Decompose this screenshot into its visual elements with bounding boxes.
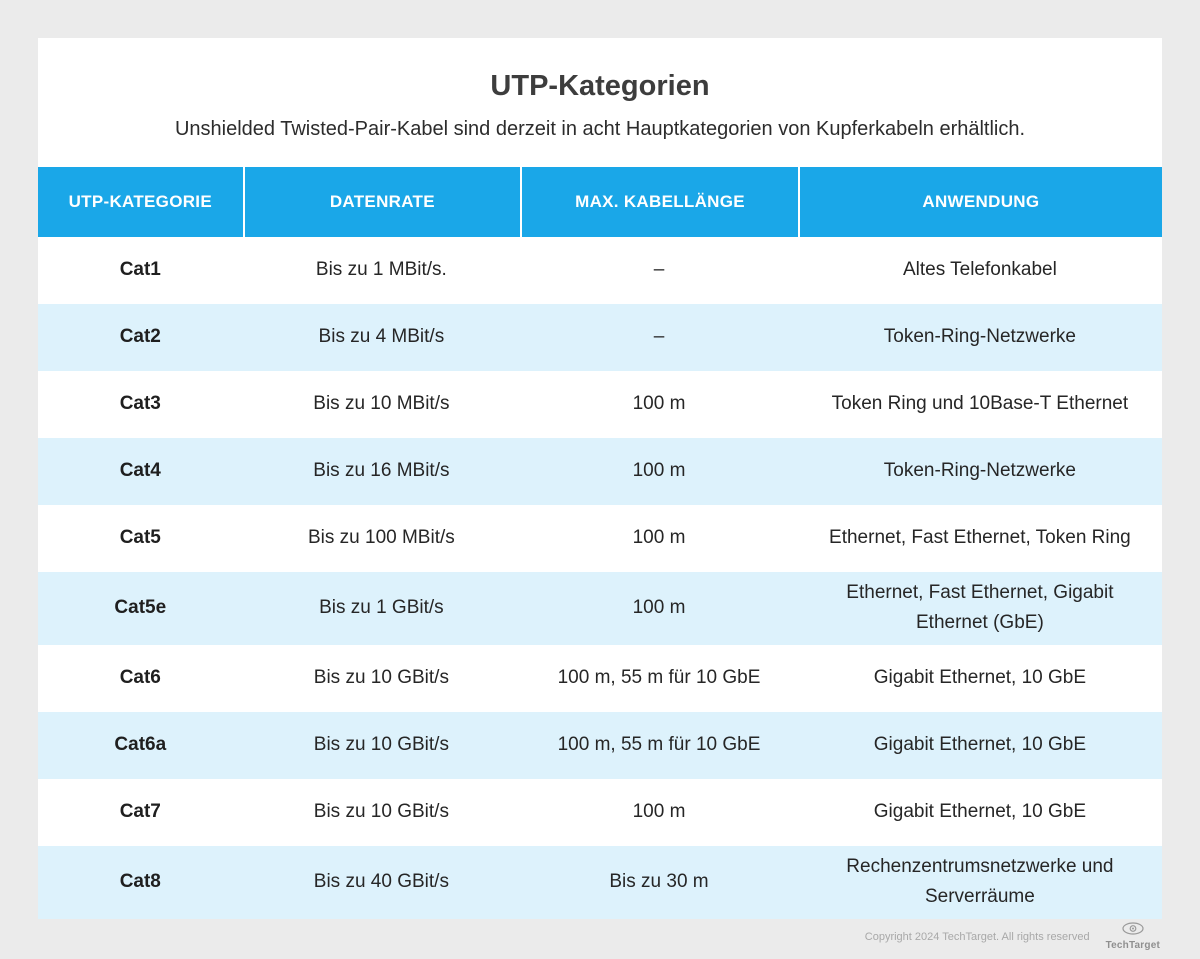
cell-category: Cat5e <box>114 597 167 619</box>
cell-kabellaenge: – <box>653 259 665 281</box>
cell-anwendung: Ethernet, Fast Ethernet, Token Ring <box>829 527 1131 549</box>
techtarget-logo: TechTarget <box>1106 922 1160 951</box>
cell-datenrate: Bis zu 1 GBit/s <box>319 597 444 619</box>
header-utp-kategorie: UTP-KATEGORIE <box>68 192 212 211</box>
cell-kabellaenge: 100 m, 55 m für 10 GbE <box>557 734 761 756</box>
cell-category: Cat2 <box>119 326 161 348</box>
header-anwendung: ANWENDUNG <box>797 167 1162 237</box>
table-row: Cat6 Bis zu 10 GBit/s 100 m, 55 m für 10… <box>38 644 1162 712</box>
table-row: Cat8 Bis zu 40 GBit/s Bis zu 30 m Rechen… <box>38 845 1162 919</box>
cell-anwendung: Token-Ring-Netzwerke <box>883 326 1076 348</box>
cell-category: Cat6a <box>114 734 167 756</box>
cell-datenrate: Bis zu 4 MBit/s <box>318 326 445 348</box>
table-header-row: UTP-KATEGORIE DATENRATE MAX. KABELLÄNGE … <box>38 167 1162 237</box>
cell-datenrate: Bis zu 16 MBit/s <box>313 460 450 482</box>
cell-anwendung: Ethernet, Fast Ethernet, Gigabit Etherne… <box>846 582 1114 634</box>
footer: Copyright 2024 TechTarget. All rights re… <box>865 922 1160 951</box>
cell-anwendung: Token Ring und 10Base-T Ethernet <box>831 393 1129 415</box>
cell-anwendung: Altes Telefonkabel <box>902 259 1057 281</box>
techtarget-logo-text: TechTarget <box>1105 940 1160 951</box>
cell-category: Cat3 <box>119 393 161 415</box>
cell-category: Cat5 <box>119 527 161 549</box>
table-row: Cat1 Bis zu 1 MBit/s. – Altes Telefonkab… <box>38 237 1162 304</box>
table-row: Cat5e Bis zu 1 GBit/s 100 m Ethernet, Fa… <box>38 572 1162 645</box>
cell-kabellaenge: 100 m, 55 m für 10 GbE <box>557 667 761 689</box>
utp-table: UTP-KATEGORIE DATENRATE MAX. KABELLÄNGE … <box>38 167 1162 919</box>
cell-kabellaenge: 100 m <box>632 801 686 823</box>
cell-kabellaenge: 100 m <box>632 527 686 549</box>
cell-kabellaenge: 100 m <box>632 393 686 415</box>
header-max-kabellaenge: MAX. KABELLÄNGE <box>520 167 798 237</box>
header-datenrate: DATENRATE <box>242 167 521 237</box>
cell-datenrate: Bis zu 1 MBit/s. <box>315 259 447 281</box>
cell-anwendung: Gigabit Ethernet, 10 GbE <box>873 801 1087 823</box>
table-row: Cat6a Bis zu 10 GBit/s 100 m, 55 m für 1… <box>38 711 1162 779</box>
cell-category: Cat1 <box>119 259 161 281</box>
table-row: Cat4 Bis zu 16 MBit/s 100 m Token-Ring-N… <box>38 438 1162 505</box>
cell-category: Cat4 <box>119 460 161 482</box>
cell-category: Cat7 <box>119 801 161 823</box>
copyright-text: Copyright 2024 TechTarget. All rights re… <box>864 930 1090 943</box>
cell-kabellaenge: – <box>653 326 665 348</box>
cell-datenrate: Bis zu 100 MBit/s <box>307 527 455 549</box>
cell-datenrate: Bis zu 10 MBit/s <box>313 393 450 415</box>
page-subtitle: Unshielded Twisted-Pair-Kabel sind derze… <box>174 118 1026 140</box>
cell-anwendung: Token-Ring-Netzwerke <box>883 460 1076 482</box>
table-row: Cat5 Bis zu 100 MBit/s 100 m Ethernet, F… <box>38 505 1162 572</box>
cell-category: Cat6 <box>119 667 161 689</box>
cell-kabellaenge: Bis zu 30 m <box>609 870 709 892</box>
cell-kabellaenge: 100 m <box>632 597 686 619</box>
table-row: Cat7 Bis zu 10 GBit/s 100 m Gigabit Ethe… <box>38 778 1162 846</box>
content-card: UTP-Kategorien Unshielded Twisted-Pair-K… <box>38 38 1162 919</box>
techtarget-eye-icon <box>1122 922 1144 940</box>
cell-anwendung: Gigabit Ethernet, 10 GbE <box>873 667 1087 689</box>
cell-datenrate: Bis zu 10 GBit/s <box>313 734 449 756</box>
cell-anwendung: Gigabit Ethernet, 10 GbE <box>873 734 1087 756</box>
cell-datenrate: Bis zu 10 GBit/s <box>313 667 449 689</box>
table-row: Cat2 Bis zu 4 MBit/s – Token-Ring-Netzwe… <box>38 304 1162 371</box>
table-row: Cat3 Bis zu 10 MBit/s 100 m Token Ring u… <box>38 371 1162 438</box>
cell-datenrate: Bis zu 40 GBit/s <box>313 870 449 892</box>
cell-category: Cat8 <box>119 870 161 892</box>
cell-datenrate: Bis zu 10 GBit/s <box>313 801 449 823</box>
cell-anwendung: Rechenzentrumsnetzwerke und Serverräume <box>846 855 1114 908</box>
page-title: UTP-Kategorien <box>490 70 710 102</box>
cell-kabellaenge: 100 m <box>632 460 686 482</box>
